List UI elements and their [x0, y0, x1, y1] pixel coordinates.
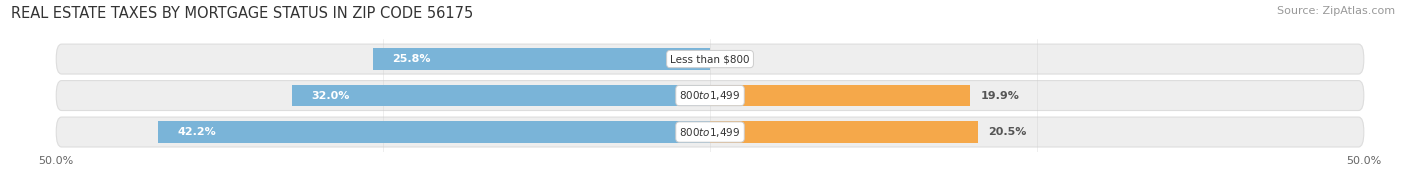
Text: 20.5%: 20.5%: [988, 127, 1026, 137]
FancyBboxPatch shape: [56, 44, 1364, 74]
Bar: [710, 85, 970, 106]
Text: Source: ZipAtlas.com: Source: ZipAtlas.com: [1277, 6, 1395, 16]
Text: Less than $800: Less than $800: [671, 54, 749, 64]
Text: 25.8%: 25.8%: [392, 54, 430, 64]
FancyBboxPatch shape: [56, 117, 1364, 147]
Bar: [373, 49, 710, 70]
Bar: [291, 85, 710, 106]
Bar: [710, 121, 979, 143]
FancyBboxPatch shape: [56, 81, 1364, 111]
Text: $800 to $1,499: $800 to $1,499: [679, 126, 741, 138]
Text: 32.0%: 32.0%: [311, 90, 350, 101]
Text: $800 to $1,499: $800 to $1,499: [679, 89, 741, 102]
Text: 42.2%: 42.2%: [177, 127, 217, 137]
Text: 0.0%: 0.0%: [720, 54, 751, 64]
Text: REAL ESTATE TAXES BY MORTGAGE STATUS IN ZIP CODE 56175: REAL ESTATE TAXES BY MORTGAGE STATUS IN …: [11, 6, 474, 21]
Text: 19.9%: 19.9%: [981, 90, 1019, 101]
Bar: [159, 121, 710, 143]
